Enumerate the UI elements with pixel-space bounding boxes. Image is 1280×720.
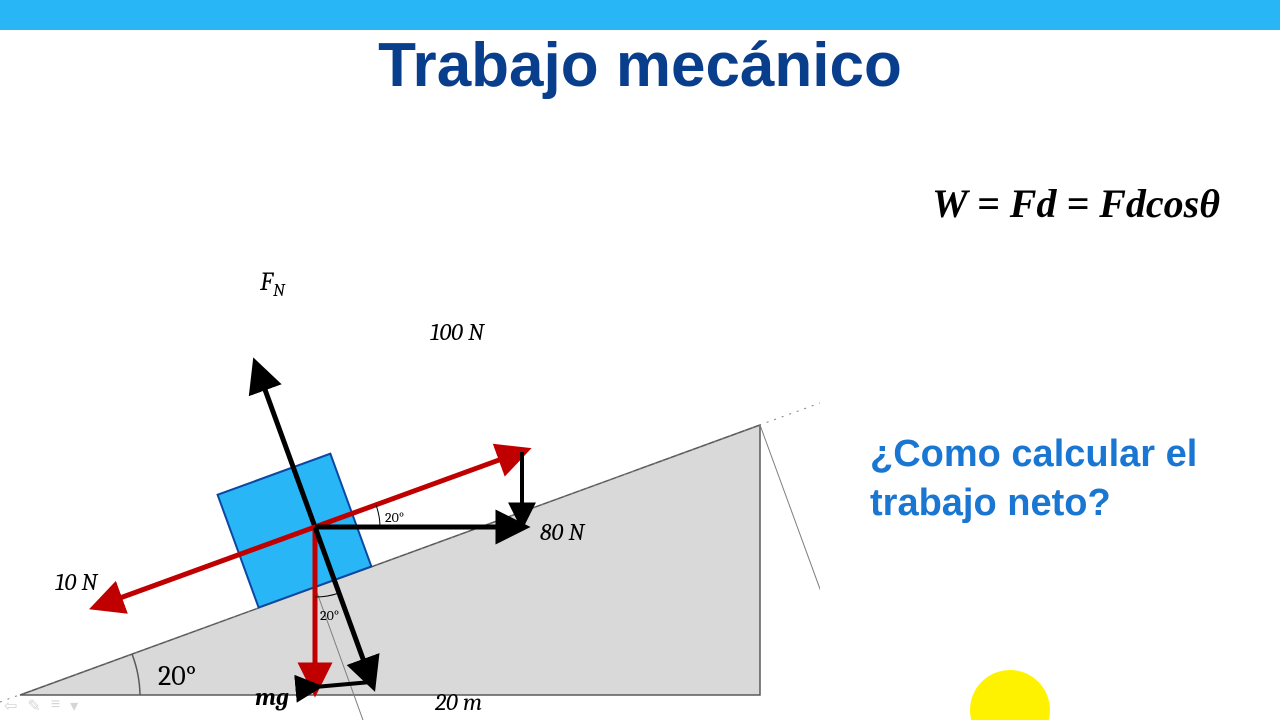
angle-main-label: 20° bbox=[158, 660, 196, 692]
fn-label: FN bbox=[259, 267, 286, 301]
more-icon[interactable]: ▾ bbox=[70, 696, 78, 716]
pen-icon[interactable]: ✎ bbox=[27, 696, 40, 716]
perp-guide-right bbox=[760, 425, 820, 630]
base-length-label: 20 m bbox=[434, 688, 482, 716]
force-80-label: 80 N bbox=[540, 518, 585, 546]
force-10-label: 10 N bbox=[55, 568, 98, 596]
ramp bbox=[20, 425, 760, 695]
top-bar bbox=[0, 0, 1280, 30]
force-100-label: 100 N bbox=[430, 318, 485, 346]
work-formula: W = Fd = Fdcosθ bbox=[932, 180, 1220, 227]
mg-label: mg bbox=[255, 683, 289, 711]
angle-small-top-arc bbox=[376, 505, 380, 527]
force-100-group bbox=[315, 452, 522, 527]
cursor-highlight bbox=[970, 670, 1050, 720]
page-title: Trabajo mecánico bbox=[0, 30, 1280, 101]
footer-controls: ⇦ ✎ ≡ ▾ bbox=[4, 696, 78, 716]
nav-icon[interactable]: ⇦ bbox=[4, 696, 17, 716]
angle-small-bottom-label: 20° bbox=[320, 607, 339, 624]
question-text: ¿Como calcular el trabajo neto? bbox=[870, 430, 1250, 529]
incline-diagram: 20° 20 m FN 100 N 80 N 20° 10 N 20° mg bbox=[0, 200, 820, 720]
angle-small-top-label: 20° bbox=[385, 509, 404, 526]
menu-icon[interactable]: ≡ bbox=[51, 696, 60, 716]
